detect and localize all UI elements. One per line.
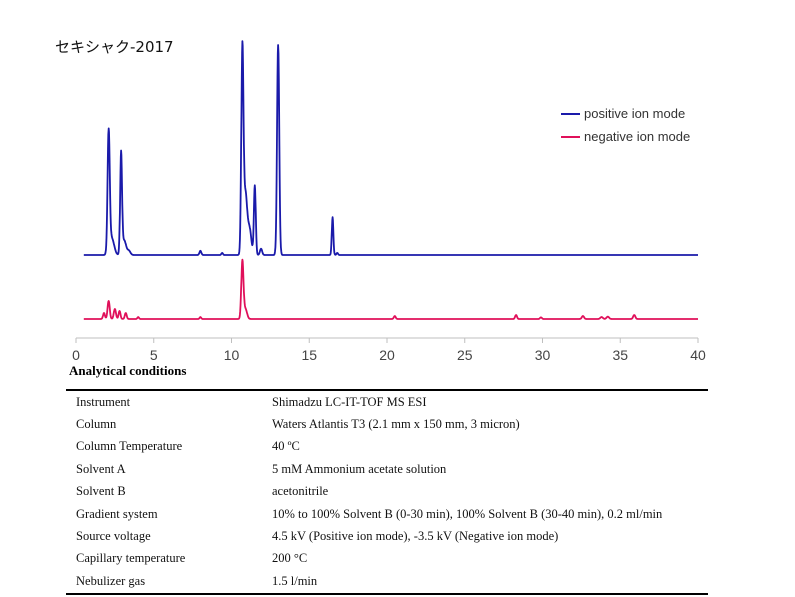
x-tick-label: 15 — [301, 347, 317, 363]
condition-label: Column — [76, 417, 117, 432]
condition-label: Solvent B — [76, 484, 126, 499]
table-row: Capillary temperature 200 °C — [66, 548, 708, 570]
x-tick-label: 0 — [72, 347, 80, 363]
table-row: Instrument Shimadzu LC-IT-TOF MS ESI — [66, 390, 708, 413]
x-tick-label: 40 — [690, 347, 706, 363]
x-tick-label: 35 — [612, 347, 628, 363]
conditions-heading: Analytical conditions — [69, 363, 187, 378]
condition-label: Instrument — [76, 394, 131, 409]
chart-title: セキシャク-2017 — [55, 38, 174, 56]
condition-label: Gradient system — [76, 506, 158, 521]
condition-value: 40 ºC — [272, 439, 300, 454]
x-tick-label: 10 — [224, 347, 240, 363]
table-row: Solvent B acetonitrile — [66, 481, 708, 503]
condition-value: acetonitrile — [272, 484, 329, 499]
table-row: Source voltage 4.5 kV (Positive ion mode)… — [66, 525, 708, 547]
condition-label: Source voltage — [76, 529, 151, 544]
table-row: Column Waters Atlantis T3 (2.1 mm x 150 m… — [66, 413, 708, 435]
condition-value: 5 mM Ammonium acetate solution — [272, 461, 447, 476]
condition-label: Nebulizer gas — [76, 573, 146, 588]
condition-label: Solvent A — [76, 461, 126, 476]
series-line-positive — [83, 40, 699, 256]
condition-value: 10% to 100% Solvent B (0-30 min), 100% S… — [272, 506, 663, 521]
x-tick-label: 5 — [150, 347, 158, 363]
legend-label-positive: positive ion mode — [584, 106, 685, 121]
x-tick-label: 20 — [379, 347, 395, 363]
x-tick-label: 30 — [535, 347, 551, 363]
chromatogram-chart: セキシャク-2017 0 5 10 15 20 25 30 35 40 positive ion… — [55, 38, 706, 363]
legend: positive ion mode negative ion mode — [561, 106, 690, 144]
condition-value: 1.5 l/min — [272, 573, 318, 588]
table-row: Gradient system 10% to 100% Solvent B (0-… — [66, 503, 708, 525]
condition-label: Column Temperature — [76, 439, 183, 454]
plot-area — [83, 40, 699, 320]
condition-value: 4.5 kV (Positive ion mode), -3.5 kV (Neg… — [272, 529, 559, 544]
x-axis-ticks: 0 5 10 15 20 25 30 35 40 — [72, 338, 706, 363]
table-row: Solvent A 5 mM Ammonium acetate solution — [66, 458, 708, 480]
condition-value: Shimadzu LC-IT-TOF MS ESI — [272, 394, 427, 409]
legend-label-negative: negative ion mode — [584, 129, 690, 144]
condition-value: Waters Atlantis T3 (2.1 mm x 150 mm, 3 m… — [272, 417, 520, 432]
condition-label: Capillary temperature — [76, 551, 186, 566]
table-row: Nebulizer gas 1.5 l/min — [66, 570, 708, 593]
table-row: Column Temperature 40 ºC — [66, 436, 708, 458]
conditions-table: Instrument Shimadzu LC-IT-TOF MS ESI Colum… — [66, 389, 708, 595]
series-line-negative — [83, 258, 699, 320]
x-tick-label: 25 — [457, 347, 473, 363]
condition-value: 200 °C — [272, 551, 308, 566]
